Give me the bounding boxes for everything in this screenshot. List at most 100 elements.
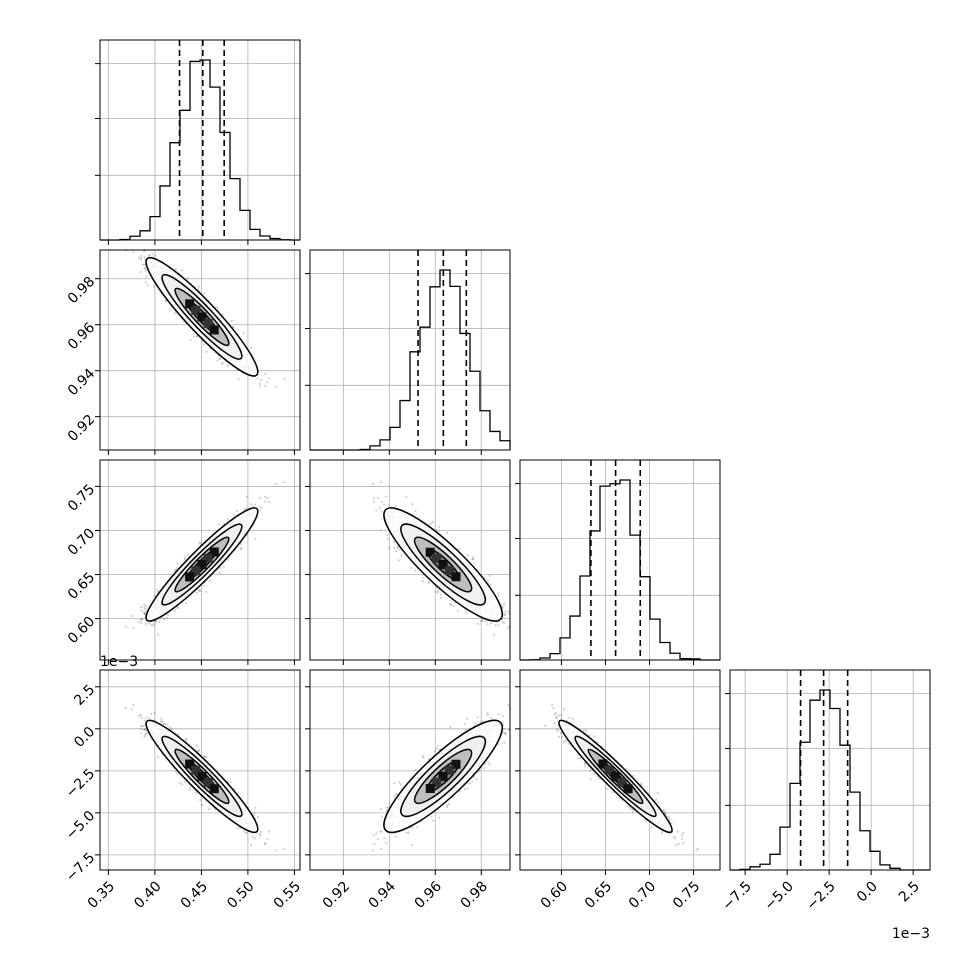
- sample-point: [132, 626, 135, 630]
- y-tick-label: 0.96: [65, 320, 98, 353]
- sample-point: [259, 385, 262, 388]
- sample-point: [275, 386, 278, 389]
- sample-point: [176, 562, 179, 565]
- sample-point: [186, 277, 189, 280]
- sample-point: [218, 358, 221, 361]
- sample-point: [232, 513, 235, 516]
- x-tick-label: 2.5: [896, 878, 923, 905]
- panel-background: [310, 250, 510, 450]
- sample-point: [168, 308, 171, 311]
- sample-point: [222, 565, 225, 568]
- x-tick-label: −7.5: [720, 878, 755, 913]
- sample-point: [260, 378, 263, 382]
- sample-point: [198, 589, 201, 592]
- sample-point: [140, 609, 143, 612]
- panel-frame: [519, 459, 721, 661]
- sample-point: [231, 319, 234, 322]
- sample-point: [145, 275, 148, 278]
- sample-point: [258, 509, 261, 512]
- sample-point: [140, 257, 143, 260]
- density-peak: [209, 325, 219, 335]
- sample-point: [165, 617, 168, 620]
- sample-point: [264, 500, 267, 503]
- sample-point: [264, 384, 267, 387]
- sample-point: [214, 305, 217, 309]
- sample-point: [174, 268, 177, 271]
- sample-point: [283, 481, 286, 484]
- sample-point: [183, 558, 186, 561]
- sample-point: [258, 382, 261, 385]
- sample-point: [205, 350, 208, 353]
- sample-point: [140, 258, 143, 261]
- histogram-0: [100, 59, 300, 241]
- sample-point: [189, 338, 192, 341]
- sample-point: [173, 609, 176, 612]
- sample-point: [143, 256, 146, 259]
- x-tick-label: 0.0: [854, 878, 881, 905]
- sample-point: [143, 606, 146, 609]
- sample-point: [186, 553, 189, 556]
- y-tick-label: 0.75: [65, 481, 98, 514]
- sample-point: [218, 523, 221, 526]
- sample-point: [130, 614, 133, 618]
- sample-point: [227, 518, 230, 521]
- sample-point: [146, 284, 149, 287]
- sample-point: [242, 331, 245, 334]
- sample-point: [197, 285, 200, 288]
- sample-point: [250, 503, 253, 506]
- y-tick-label: 0.60: [65, 614, 98, 647]
- sample-point: [124, 625, 127, 628]
- sample-point: [141, 618, 144, 621]
- x-tick-label: −5.0: [762, 878, 797, 913]
- sample-point: [218, 357, 221, 360]
- sample-point: [218, 572, 221, 575]
- sample-point: [137, 256, 141, 259]
- sample-point: [151, 253, 154, 256]
- sample-point: [145, 605, 148, 608]
- sample-point: [139, 271, 142, 274]
- panel-background: [520, 460, 720, 660]
- sample-point: [283, 377, 286, 380]
- sample-point: [232, 325, 235, 328]
- sample-point: [220, 363, 223, 366]
- sample-point: [150, 624, 153, 627]
- sample-point: [202, 343, 205, 346]
- sample-point: [264, 372, 267, 375]
- sample-point: [490, 622, 493, 625]
- sample-point: [192, 335, 195, 338]
- sample-point: [147, 622, 150, 625]
- sample-point: [253, 503, 256, 506]
- sample-point: [144, 267, 147, 270]
- sample-point: [275, 482, 278, 485]
- sample-point: [497, 595, 500, 598]
- sample-point: [153, 285, 156, 288]
- panel-frame: [99, 39, 301, 241]
- sample-point: [486, 623, 489, 626]
- sample-point: [226, 364, 230, 367]
- sample-point: [140, 254, 143, 257]
- panel-background: [100, 40, 300, 240]
- sample-point: [184, 601, 187, 605]
- sample-point: [373, 500, 376, 503]
- sample-point: [235, 509, 238, 513]
- sample-point: [153, 623, 156, 626]
- sample-point: [203, 584, 206, 587]
- sample-point: [143, 267, 146, 270]
- sample-point: [256, 377, 259, 380]
- sample-point: [154, 620, 157, 623]
- density-peak: [185, 572, 195, 582]
- sample-point: [143, 603, 146, 606]
- sample-point: [216, 359, 219, 362]
- sample-point: [173, 568, 177, 571]
- histogram-3: [730, 689, 930, 871]
- y-tick-label: 0.70: [65, 525, 98, 558]
- sample-point: [268, 501, 271, 504]
- y-tick-label: 0.94: [65, 366, 98, 399]
- sample-point: [154, 254, 157, 257]
- sample-point: [494, 624, 497, 627]
- sample-point: [148, 254, 151, 257]
- sample-point: [164, 299, 168, 303]
- sample-point: [144, 622, 147, 626]
- panel-background: [100, 250, 300, 450]
